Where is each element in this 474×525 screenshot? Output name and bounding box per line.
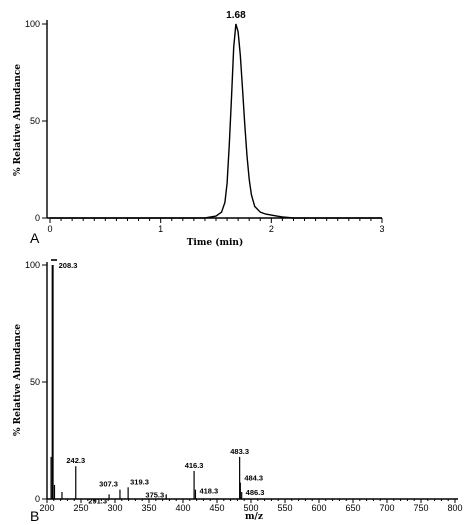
chromatogram-peak-label: 1.68 [226, 10, 246, 21]
spectrum-x-tick-label: 350 [141, 503, 156, 513]
chromatogram-y-axis-title: % Relative Abundance [13, 64, 23, 176]
spectrum-peak-label: 483.3 [230, 447, 249, 456]
spectrum-x-tick-label: 800 [447, 503, 462, 513]
spectrum-x-tick-label: 250 [73, 503, 88, 513]
spectrum-x-tick-label: 650 [345, 503, 360, 513]
chromatogram-x-tick-label: 0 [47, 224, 52, 234]
chromatogram-y-tick-label: 0 [35, 213, 40, 223]
spectrum-peak-label: 416.3 [185, 461, 204, 470]
spectrum-x-tick-label: 450 [209, 503, 224, 513]
spectrum-x-tick-label: 300 [107, 503, 122, 513]
spectrum-x-tick-label: 700 [379, 503, 394, 513]
chromatogram-x-tick-label: 2 [269, 224, 274, 234]
chromatogram-x-tick-label: 3 [379, 224, 384, 234]
spectrum-peak-label: 319.3 [130, 477, 149, 486]
chromatogram-y-tick-label: 100 [25, 19, 40, 29]
spectrum-x-tick-label: 200 [39, 503, 54, 513]
panel-label-a: A [30, 230, 40, 246]
spectrum-x-tick-label: 400 [175, 503, 190, 513]
spectrum-peak-label: 307.3 [99, 480, 118, 489]
spectrum-peak-label: 208.3 [59, 261, 78, 270]
chromatogram-x-tick-label: 1 [158, 224, 163, 234]
chromatogram-x-axis-title: Time (min) [187, 237, 244, 248]
spectrum-x-tick-label: 550 [277, 503, 292, 513]
chromatogram-panel: 0 50 100 0 1 2 3 1.68 Time (min) % Relative A… [13, 10, 385, 248]
spectrum-peak-label: 486.3 [246, 488, 265, 497]
spectrum-x-axis-title: m/z [245, 512, 263, 522]
spectrum-peak-label: 375.3 [145, 490, 164, 499]
spectrum-x-tick-label: 500 [243, 503, 258, 513]
spectrum-peak-label: 242.3 [66, 456, 85, 465]
chromatogram-trace [50, 23, 382, 219]
spectrum-peak-label: 484.3 [244, 474, 263, 483]
spectrum-y-tick-label: 0 [35, 494, 40, 504]
spectrum-y-tick-label: 100 [25, 260, 40, 270]
panel-label-b: B [30, 508, 39, 524]
chromatogram-y-tick-label: 50 [30, 116, 40, 126]
spectrum-y-tick-label: 50 [30, 377, 40, 387]
spectrum-x-tick-label: 750 [413, 503, 428, 513]
mass-spectrum-panel: 0 50 100 200 250 300 350 400 450 500 550 600 650 700… [13, 259, 463, 524]
spectrum-peak-label: 291.3 [88, 496, 107, 505]
spectrum-x-tick-label: 600 [311, 503, 326, 513]
spectrum-y-axis-title: % Relative Abundance [13, 324, 23, 436]
spectrum-peak-label: 418.3 [199, 487, 218, 496]
